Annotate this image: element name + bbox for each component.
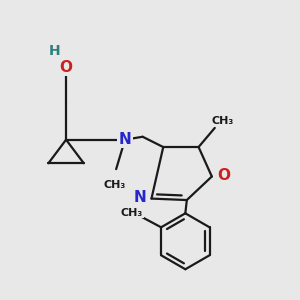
Text: CH₃: CH₃ <box>121 208 143 218</box>
Text: N: N <box>118 132 131 147</box>
Text: CH₃: CH₃ <box>211 116 233 126</box>
Text: H: H <box>49 44 60 58</box>
Text: N: N <box>133 190 146 205</box>
Text: O: O <box>217 167 230 182</box>
Text: CH₃: CH₃ <box>103 180 126 190</box>
Text: O: O <box>60 60 73 75</box>
